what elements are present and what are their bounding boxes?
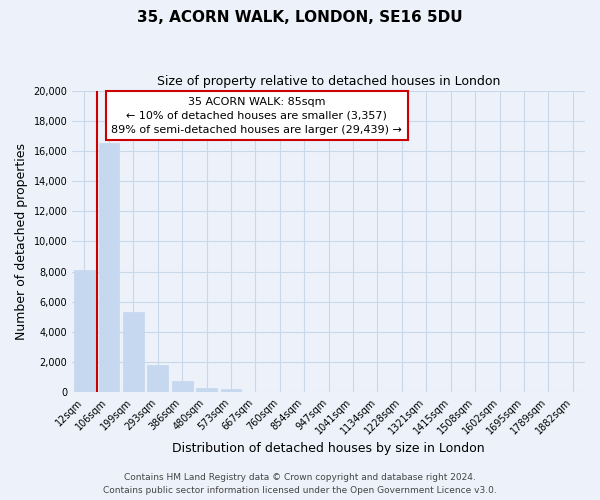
Bar bbox=[123, 312, 144, 392]
Text: 35 ACORN WALK: 85sqm
← 10% of detached houses are smaller (3,357)
89% of semi-de: 35 ACORN WALK: 85sqm ← 10% of detached h… bbox=[112, 96, 403, 134]
Bar bbox=[221, 390, 241, 392]
Bar bbox=[196, 388, 217, 392]
Text: 35, ACORN WALK, LONDON, SE16 5DU: 35, ACORN WALK, LONDON, SE16 5DU bbox=[137, 10, 463, 25]
Y-axis label: Number of detached properties: Number of detached properties bbox=[15, 143, 28, 340]
Bar bbox=[148, 365, 168, 392]
Bar bbox=[172, 380, 193, 392]
Text: Contains HM Land Registry data © Crown copyright and database right 2024.
Contai: Contains HM Land Registry data © Crown c… bbox=[103, 474, 497, 495]
Bar bbox=[98, 144, 119, 392]
Bar bbox=[74, 270, 95, 392]
X-axis label: Distribution of detached houses by size in London: Distribution of detached houses by size … bbox=[172, 442, 485, 455]
Title: Size of property relative to detached houses in London: Size of property relative to detached ho… bbox=[157, 75, 500, 88]
